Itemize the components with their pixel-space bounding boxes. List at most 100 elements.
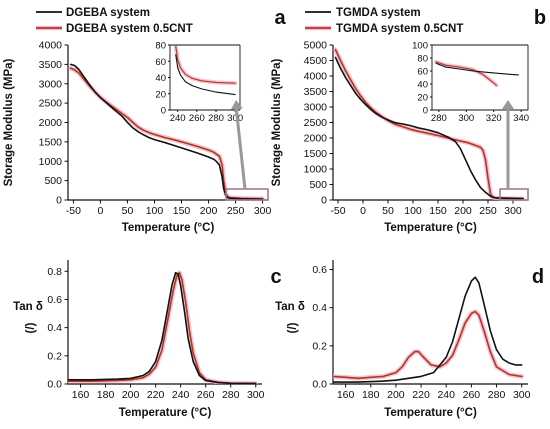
y-tick-label: 1500 bbox=[39, 136, 63, 148]
inset-x-tick-label: 300 bbox=[227, 113, 243, 124]
y-tick-label: 0.2 bbox=[47, 350, 62, 362]
y-tick-label: 4500 bbox=[304, 55, 328, 67]
y-axis-title: Storage Modulus (MPa) bbox=[271, 58, 283, 186]
y-tick-label: 3000 bbox=[304, 102, 328, 114]
x-tick-label: 160 bbox=[72, 389, 90, 401]
y-tick-label: 0.4 bbox=[312, 302, 327, 314]
x-tick-label: 250 bbox=[479, 205, 497, 217]
series-group bbox=[68, 270, 258, 384]
legend-label: DGEBA system 0.5CNT bbox=[66, 23, 193, 35]
y-tick-label: 4000 bbox=[304, 71, 328, 83]
x-tick-label: 240 bbox=[437, 389, 455, 401]
zoom-region-box bbox=[499, 188, 529, 201]
x-axis-title: Temperature (°C) bbox=[122, 222, 215, 234]
inset-x-tick-label: 240 bbox=[170, 113, 186, 124]
x-tick-label: 180 bbox=[362, 389, 380, 401]
x-tick-label: 100 bbox=[404, 205, 422, 217]
inset-x-tick-label: 340 bbox=[513, 113, 529, 124]
inset-background bbox=[432, 45, 528, 110]
zoom-arrow-shaft bbox=[234, 105, 247, 190]
series-group bbox=[333, 276, 525, 383]
series-line-cnt bbox=[334, 48, 524, 200]
x-tick-label: 260 bbox=[197, 389, 215, 401]
series-group bbox=[68, 63, 265, 200]
x-axis-title: Temperature (°C) bbox=[384, 407, 477, 419]
inset-y-tick-label: 80 bbox=[417, 54, 428, 65]
y-tick-label: 3500 bbox=[39, 59, 63, 71]
y-tick-label: 0.0 bbox=[312, 379, 327, 391]
y-tick-label: 2000 bbox=[304, 133, 328, 145]
series-line-cnt-glow bbox=[333, 309, 525, 381]
y-tick-label: 1000 bbox=[39, 156, 63, 168]
y-tick-label: 2500 bbox=[304, 117, 328, 129]
inset-background bbox=[170, 45, 240, 110]
y-tick-label: 0.6 bbox=[312, 264, 327, 276]
x-tick-label: 0 bbox=[98, 205, 104, 217]
x-tick-label: 300 bbox=[504, 205, 522, 217]
panel-letter: b bbox=[534, 7, 546, 29]
chart-panel-d: 160 180 200 220 240 260 280 300 0.0 0.2 0.4 0.6 Temp… bbox=[275, 260, 544, 419]
y-tick-label: 3500 bbox=[304, 86, 328, 98]
y-tick-label: 0.4 bbox=[47, 322, 62, 334]
panel-letter: a bbox=[274, 7, 286, 29]
inset-y-tick-label: 60 bbox=[155, 57, 166, 68]
x-tick-label: 150 bbox=[429, 205, 447, 217]
inset-series-group bbox=[434, 59, 519, 88]
chart-panel-b: -50 0 50 100 150 200 250 3000500100015002000250… bbox=[271, 7, 546, 234]
series-line-neat bbox=[334, 56, 524, 200]
y-tick-label: 0.6 bbox=[47, 294, 62, 306]
inset-series-line-neat bbox=[435, 62, 519, 76]
y-tick-label: 0 bbox=[321, 195, 327, 207]
inset-x-tick-label: 320 bbox=[486, 113, 502, 124]
x-tick-label: 240 bbox=[172, 389, 190, 401]
series-line-neat bbox=[69, 63, 264, 200]
y-tick-label: 0.0 bbox=[47, 379, 62, 391]
inset-series-line-neat bbox=[175, 54, 236, 96]
x-tick-label: 150 bbox=[173, 205, 191, 217]
panel-letter: d bbox=[532, 266, 544, 288]
x-tick-label: 50 bbox=[382, 205, 394, 217]
series-group bbox=[333, 47, 526, 200]
inset-y-tick-label: 40 bbox=[155, 73, 166, 84]
x-axis-title: Temperature (°C) bbox=[119, 407, 212, 419]
x-tick-label: 280 bbox=[222, 389, 240, 401]
y-tick-label: 4000 bbox=[39, 40, 63, 52]
inset-y-tick-label: 0 bbox=[423, 106, 428, 117]
y-tick-label: 0 bbox=[56, 195, 62, 207]
x-tick-label: 200 bbox=[387, 389, 405, 401]
x-tick-label: 300 bbox=[247, 389, 265, 401]
x-tick-label: 100 bbox=[146, 205, 164, 217]
inset-y-tick-label: 60 bbox=[417, 67, 428, 78]
inset-x-tick-label: 300 bbox=[458, 113, 474, 124]
panel-letter: c bbox=[270, 266, 281, 288]
y-tick-label: 1000 bbox=[304, 164, 328, 176]
x-tick-label: -50 bbox=[330, 205, 345, 217]
y-axis-title: Tan δ bbox=[275, 301, 305, 313]
inset-y-tick-label: 80 bbox=[155, 41, 166, 52]
inset-plot: 280 300 320 340 0 20 40 60 80 100 bbox=[412, 41, 529, 125]
series-line-cnt bbox=[68, 271, 257, 384]
x-tick-label: 220 bbox=[147, 389, 165, 401]
y-tick-label: 0.2 bbox=[312, 340, 327, 352]
x-tick-label: 250 bbox=[227, 205, 245, 217]
x-tick-label: 300 bbox=[513, 389, 531, 401]
x-tick-label: 300 bbox=[254, 205, 272, 217]
y-axis-title: Tan δ bbox=[13, 301, 43, 313]
zoom-region-box bbox=[225, 188, 269, 201]
series-line-neat bbox=[333, 276, 523, 383]
inset-x-tick-label: 280 bbox=[208, 113, 224, 124]
x-axis-title: Temperature (°C) bbox=[384, 222, 477, 234]
y-axis-title: Storage Modulus (MPa) bbox=[3, 58, 15, 186]
legend-label: TGMDA system bbox=[336, 7, 421, 19]
x-tick-label: 0 bbox=[360, 205, 366, 217]
series-line-cnt bbox=[333, 310, 523, 380]
y-tick-label: 5000 bbox=[304, 40, 328, 52]
x-tick-label: 200 bbox=[122, 389, 140, 401]
inset-plot: 240 260 280 300 0 20 40 60 80 bbox=[155, 41, 243, 125]
zoom-arrow-head bbox=[502, 100, 514, 109]
x-tick-label: 260 bbox=[463, 389, 481, 401]
y-tick-label: 0.8 bbox=[47, 266, 62, 278]
inset-y-tick-label: 20 bbox=[155, 89, 166, 100]
series-line-neat bbox=[68, 271, 257, 384]
